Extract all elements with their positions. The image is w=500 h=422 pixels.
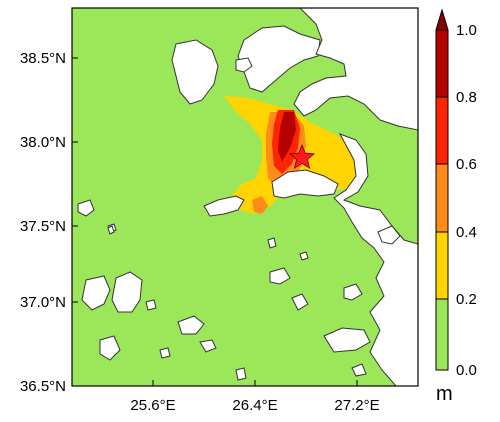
land-island-se-2 [269,267,291,285]
y-tick-label-5: 36.5°N [20,378,66,395]
land-west-island [171,39,219,105]
colorbar-bin-1 [435,29,449,98]
colorbar-tick-6: 0.0 [456,362,477,379]
land-island-s-1 [99,335,121,361]
land-south-peninsula [271,169,339,199]
plot-frame [71,7,419,387]
land-island-sw-2 [111,271,143,313]
land-island-s-3 [199,339,217,353]
map-area [72,8,418,386]
land-mainland-east [333,133,418,386]
x-axis-ticks [152,380,358,386]
land-island-e-2 [343,283,363,301]
y-axis-ticks [72,57,78,387]
land-island-s-2 [177,315,205,335]
land-small-nw [235,57,253,73]
colorbar-unit-label: m [436,383,453,405]
land-island-sw-1 [81,275,111,311]
star-icon [288,143,316,169]
x-tick-label-1: 25.6°E [130,397,175,414]
y-tick-label-1: 38.5°N [20,50,66,67]
land-masses [77,8,418,386]
land-islet-west-1 [77,199,95,217]
amplitude-band-darkred [278,112,296,162]
colorbar-bin-2 [435,96,449,165]
colorbar-tick-1: 1.0 [456,22,477,39]
land-mainland-north [293,8,418,131]
colorbar-bin-5 [435,298,449,371]
colorbar-tick-3: 0.6 [456,156,477,173]
y-tick-label-4: 37.0°N [20,294,66,311]
land-island-e-1 [377,225,401,245]
y-tick-label-3: 37.5°N [20,218,66,235]
land-islet-5 [299,251,309,261]
land-island-se-3 [291,293,309,311]
y-tick-label-2: 38.0°N [20,134,66,151]
land-islet-1 [159,347,171,359]
colorbar-tick-2: 0.8 [456,89,477,106]
land-islet-4 [267,237,277,249]
land-north-island [237,25,321,93]
land-island-se-1 [323,327,371,353]
land-islet-6 [351,363,367,377]
colorbar-tick-4: 0.4 [456,224,477,241]
land-center-island [203,195,245,217]
colorbar-tick-5: 0.2 [456,291,477,308]
x-tick-label-2: 26.4°E [232,397,277,414]
colorbar-bin-4 [435,231,449,300]
land-islet-2 [235,367,247,381]
land-islet-3 [145,299,157,311]
colorbar-extend-triangle [435,8,449,31]
colorbar [435,8,449,371]
colorbar-bin-3 [435,163,449,233]
land-islet-7 [107,225,115,235]
amplitude-band-orange-south [252,196,268,214]
x-tick-label-3: 27.2°E [334,397,379,414]
